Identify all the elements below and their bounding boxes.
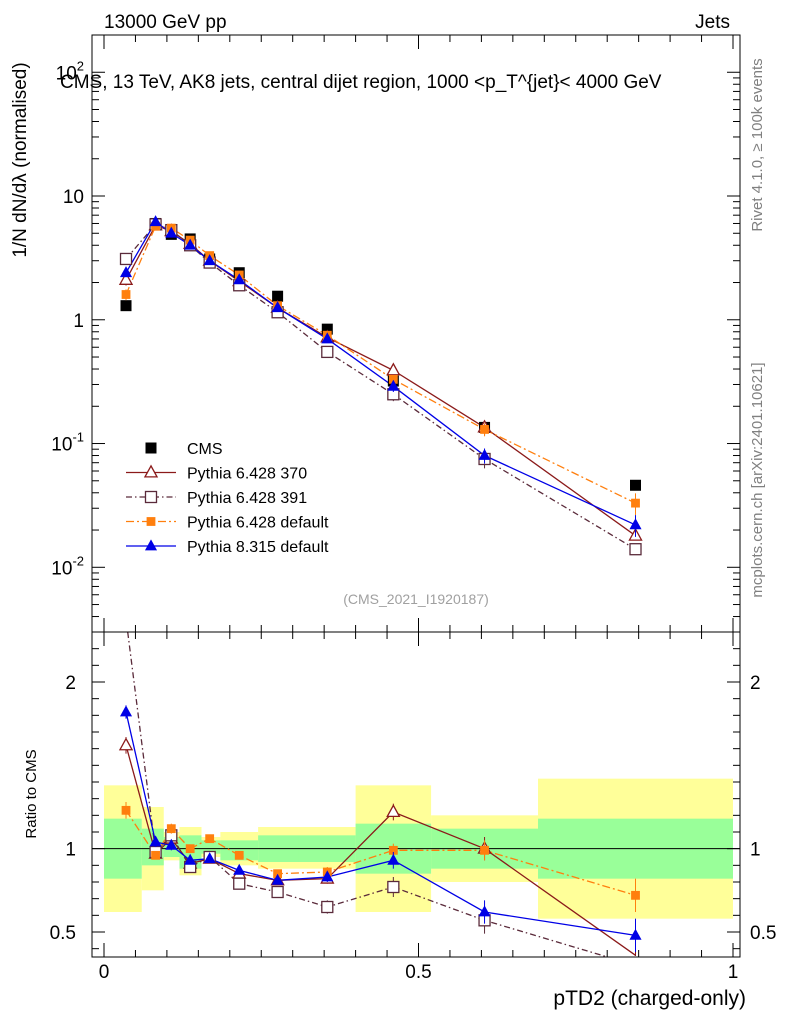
data-point-4 [629,518,642,530]
ratio-y-tick-label-right: 2 [750,673,761,694]
legend-marker [146,517,156,526]
exponent: -1 [72,430,84,445]
legend-entry-label: Pythia 6.428 default [187,515,329,532]
legend-entry-label: Pythia 6.428 370 [187,466,307,483]
ratio-point-4 [233,863,246,875]
data-point-4 [233,273,246,285]
legend-marker [144,539,158,551]
data-point-3 [388,374,398,384]
category-label: Jets [695,12,730,33]
legend-marker [143,464,159,478]
data-point-1 [386,362,401,376]
data-point-3 [121,290,131,299]
data-point-4 [203,254,216,266]
exponent: 2 [77,58,84,73]
data-point-1 [118,271,134,285]
x-tick-label: 0 [99,962,110,983]
x-tick-label: 0.5 [405,962,431,983]
legend-marker [144,490,158,504]
analysis-id-label: (CMS_2021_I1920187) [343,591,489,607]
ratio-point-4 [165,838,178,850]
data-point-0 [272,290,284,302]
beam-label: 13000 GeV pp [104,12,227,33]
upper-y-tick-label: 10-1 [51,430,84,456]
ratio-point-4 [271,873,284,885]
upper-y-tick-label: 1 [73,311,84,332]
band-inner-segment [220,840,259,861]
data-point-0 [120,300,132,312]
ratio-point-4 [149,835,162,847]
ratio-point-4 [184,853,197,865]
plot-title: CMS, 13 TeV, AK8 jets, central dijet reg… [60,72,662,93]
rivet-version-label: Rivet 4.1.0, ≥ 100k events [749,58,766,231]
band-inner-segment [201,840,221,854]
ratio-point-4 [629,928,642,940]
ratio-point-3 [234,850,244,860]
data-point-3 [631,498,640,508]
ratio-point-3 [273,869,283,879]
data-point-4 [478,448,491,460]
plot-layer [118,215,643,957]
upper-y-axis-label: 1/N dN/dλ (normalised) [10,62,31,257]
legend-marker [145,442,157,454]
data-point-0 [630,479,642,491]
data-point-2 [321,345,334,359]
ratio-point-3 [185,844,195,854]
ratio-point-2 [387,880,400,894]
site-label: mcplots.cern.ch [arXiv:2401.10621] [749,362,766,597]
ratio-point-3 [631,890,640,900]
legend-entry-label: Pythia 6.428 391 [187,490,307,507]
ratio-y-axis-label: Ratio to CMS [23,749,40,838]
data-point-3 [480,425,489,434]
legend-entry-label: Pythia 8.315 default [187,539,329,556]
x-axis-label: pTD2 (charged-only) [553,987,746,1010]
ratio-point-4 [203,852,216,864]
ratio-point-2 [233,877,246,890]
data-point-4 [165,226,178,238]
ratio-point-4 [321,870,334,882]
ratio-point-3 [480,845,489,855]
exponent: -2 [72,553,84,568]
upper-y-tick-label: 10-2 [51,553,84,579]
ratio-y-tick-label: 0.5 [50,923,76,944]
ratio-y-tick-label: 2 [65,673,76,694]
data-point-4 [271,301,284,313]
ratio-y-tick-label-right: 0.5 [750,923,776,944]
ratio-point-4 [119,705,133,717]
data-point-4 [387,379,400,391]
data-point-3 [151,221,160,231]
ratio-point-4 [387,853,400,865]
ratio-point-4 [478,905,491,917]
upper-y-tick-label: 10 [63,187,84,208]
data-point-4 [149,215,162,227]
legend-entry-label: CMS [187,441,223,458]
ratio-point-3 [121,805,131,815]
ratio-y-tick-label: 1 [65,840,76,861]
data-point-4 [321,332,334,344]
data-point-2 [629,543,642,556]
x-tick-label: 1 [728,962,739,983]
ratio-point-3 [388,845,398,855]
ratio-plot-frame [91,631,741,958]
ratio-point-3 [205,834,215,844]
data-point-4 [184,238,197,250]
legend: CMS Pythia 6.428 370 Pythia 6.428 391 Pythi… [126,441,329,556]
ratio-y-tick-label-right: 1 [750,840,761,861]
data-point-0 [321,323,333,335]
data-point-4 [119,266,133,278]
ratio-point-2 [271,885,284,899]
ratio-point-1 [118,737,134,751]
ratio-point-1 [386,804,401,818]
ratio-point-3 [151,850,160,860]
ratio-point-3 [166,824,176,834]
data-point-2 [119,252,133,266]
ratio-point-2 [321,900,334,914]
